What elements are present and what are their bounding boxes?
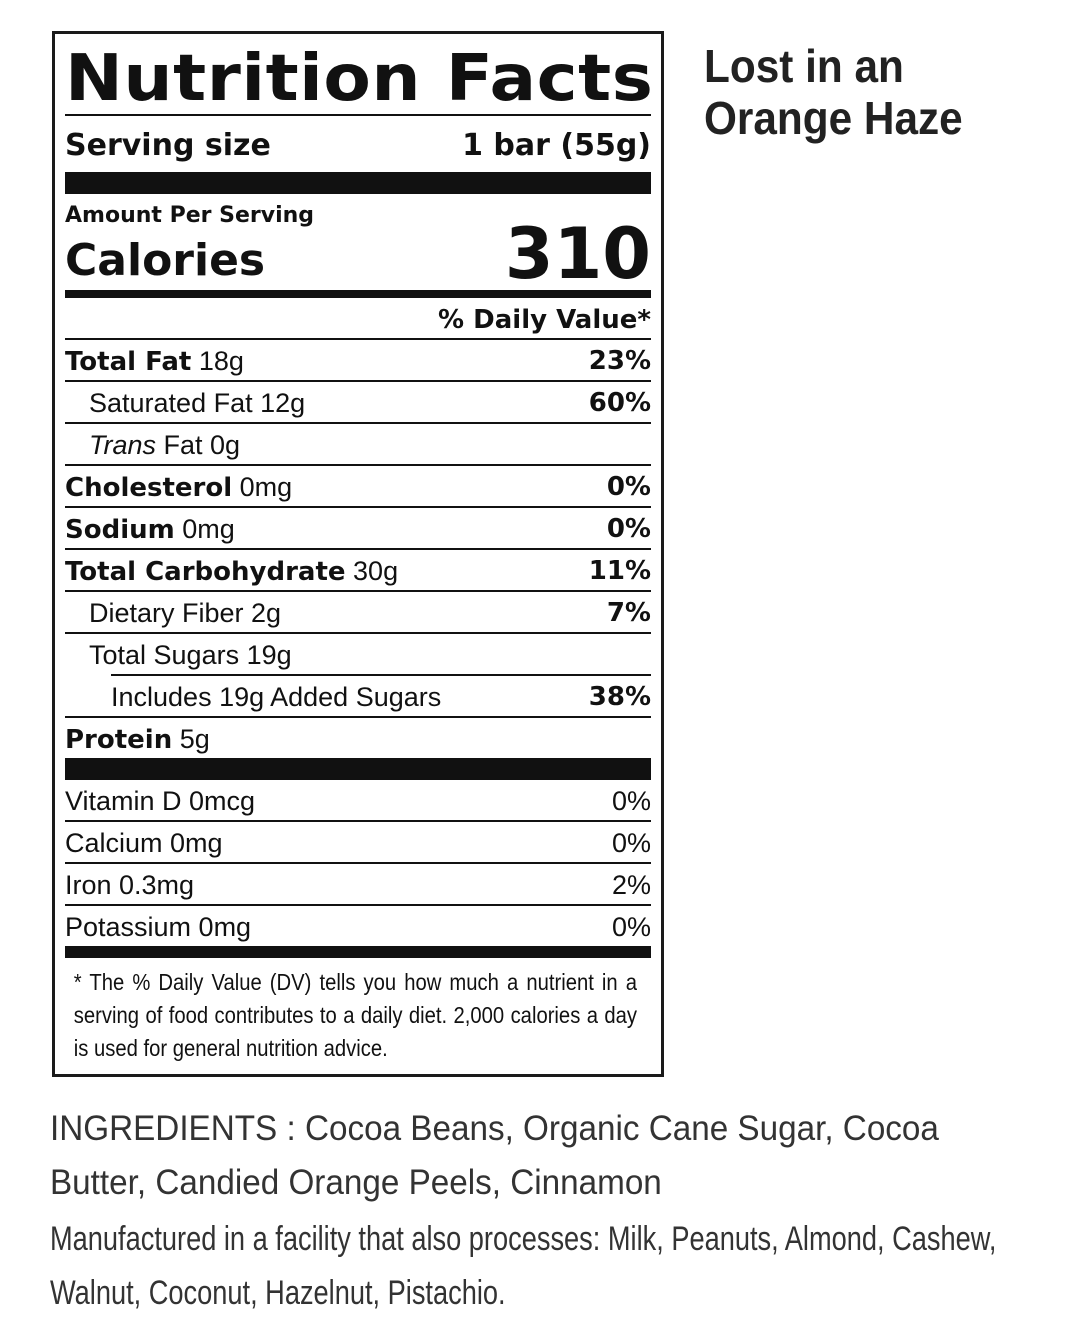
- vitamin-name: Iron 0.3mg: [65, 870, 195, 900]
- nutrient-row: Includes 19g Added Sugars 38%: [111, 674, 651, 716]
- thick-divider: [65, 946, 651, 958]
- vitamin-name: Potassium 0mg: [65, 912, 252, 942]
- nutrient-amount: 5g: [179, 724, 210, 754]
- nutrient-row: Saturated Fat 12g 60%: [65, 380, 651, 422]
- nutrient-name-group: Total Fat 18g: [65, 340, 244, 380]
- nutrient-daily-value: 60%: [588, 388, 651, 418]
- vitamin-row: Vitamin D 0mcg 0%: [65, 780, 651, 820]
- nutrient-name: Total Sugars 19g: [89, 640, 292, 670]
- nutrient-name-group: Saturated Fat 12g: [65, 382, 305, 422]
- vitamin-daily-value: 0%: [611, 786, 651, 816]
- medium-divider: [65, 290, 651, 298]
- vitamin-daily-value: 2%: [611, 870, 651, 900]
- nutrient-row: Protein 5g: [65, 716, 651, 758]
- product-name: Lost in an Orange Haze: [704, 40, 963, 144]
- nutrient-row: Total Carbohydrate 30g 11%: [65, 548, 651, 590]
- nutrient-name: Saturated Fat 12g: [89, 388, 306, 418]
- nutrient-row: Sodium 0mg 0%: [65, 506, 651, 548]
- nutrient-daily-value: 11%: [588, 556, 651, 586]
- nutrient-name: Total Fat: [65, 347, 192, 377]
- nutrient-name-group: Protein 5g: [65, 718, 210, 758]
- amount-per-serving: Amount Per Serving: [65, 203, 315, 228]
- nutrient-daily-value: 0%: [606, 514, 651, 544]
- calories-row: Calories 310: [65, 219, 651, 289]
- nutrient-name: Sodium: [65, 515, 175, 545]
- nutrient-name-group: Cholesterol 0mg: [65, 466, 292, 506]
- nutrient-row: Dietary Fiber 2g 7%: [65, 590, 651, 632]
- nutrient-name-group: Includes 19g Added Sugars: [111, 676, 441, 716]
- nutrient-amount: 0mg: [182, 514, 235, 544]
- serving-size-value: 1 bar (55g): [462, 128, 651, 163]
- vitamin-row: Potassium 0mg 0%: [65, 904, 651, 946]
- vitamin-daily-value: 0%: [611, 828, 651, 858]
- nutrient-daily-value: 0%: [606, 472, 651, 502]
- nutrient-amount: Fat 0g: [163, 430, 241, 460]
- nutrient-name-group: Total Carbohydrate 30g: [65, 550, 398, 590]
- divider: [65, 114, 651, 116]
- nutrient-name-group: Total Sugars 19g: [65, 634, 292, 674]
- thick-divider: [65, 758, 651, 780]
- allergen-statement: Manufactured in a facility that also pro…: [50, 1220, 997, 1312]
- nutrient-amount: 30g: [353, 556, 399, 586]
- nutrient-name: Trans: [89, 430, 157, 460]
- nutrient-name-group: Trans Fat 0g: [65, 424, 240, 464]
- calories-value: 310: [504, 213, 651, 295]
- vitamin-daily-value: 0%: [611, 912, 651, 942]
- nutrient-row: Total Sugars 19g: [65, 632, 651, 674]
- nutrient-row: Trans Fat 0g: [65, 422, 651, 464]
- nutrient-name-group: Dietary Fiber 2g: [65, 592, 281, 632]
- nutrient-row: Cholesterol 0mg 0%: [65, 464, 651, 506]
- nutrition-facts-label: Nutrition Facts Serving size 1 bar (55g)…: [52, 31, 664, 1077]
- vitamin-name: Vitamin D 0mcg: [65, 786, 256, 816]
- thick-divider: [65, 172, 651, 194]
- nutrient-name: Protein: [65, 725, 173, 755]
- nutrient-amount: 0mg: [239, 472, 293, 502]
- vitamin-row: Calcium 0mg 0%: [65, 820, 651, 862]
- nutrient-daily-value: 38%: [588, 682, 651, 712]
- vitamin-name: Calcium 0mg: [65, 828, 223, 858]
- nutrient-list: Total Fat 18g 23% Saturated Fat 12g 60% Tran…: [65, 338, 651, 758]
- nutrient-name: Cholesterol: [65, 473, 233, 503]
- nutrient-name: Dietary Fiber 2g: [89, 598, 282, 628]
- nutrient-name: Total Carbohydrate: [65, 557, 346, 587]
- vitamin-list: Vitamin D 0mcg 0% Calcium 0mg 0% Iron 0.3mg 2…: [65, 780, 651, 946]
- serving-size-row: Serving size 1 bar (55g): [65, 116, 651, 164]
- calories-label: Calories: [65, 235, 266, 286]
- nutrient-daily-value: 7%: [606, 598, 651, 628]
- ingredients: INGREDIENTS : Cocoa Beans, Organic Cane …: [50, 1109, 939, 1202]
- nutrient-amount: 18g: [198, 346, 244, 376]
- nutrient-daily-value: 23%: [588, 346, 651, 376]
- vitamin-row: Iron 0.3mg 2%: [65, 862, 651, 904]
- serving-size-label: Serving size: [65, 128, 271, 163]
- nutrient-name: Includes 19g Added Sugars: [111, 682, 442, 712]
- nutrient-name-group: Sodium 0mg: [65, 508, 235, 548]
- nutrient-row: Total Fat 18g 23%: [65, 338, 651, 380]
- footnote: * The % Daily Value (DV) tells you how m…: [73, 969, 638, 1061]
- label-title: Nutrition Facts: [65, 42, 654, 116]
- daily-value-header: % Daily Value*: [438, 305, 651, 335]
